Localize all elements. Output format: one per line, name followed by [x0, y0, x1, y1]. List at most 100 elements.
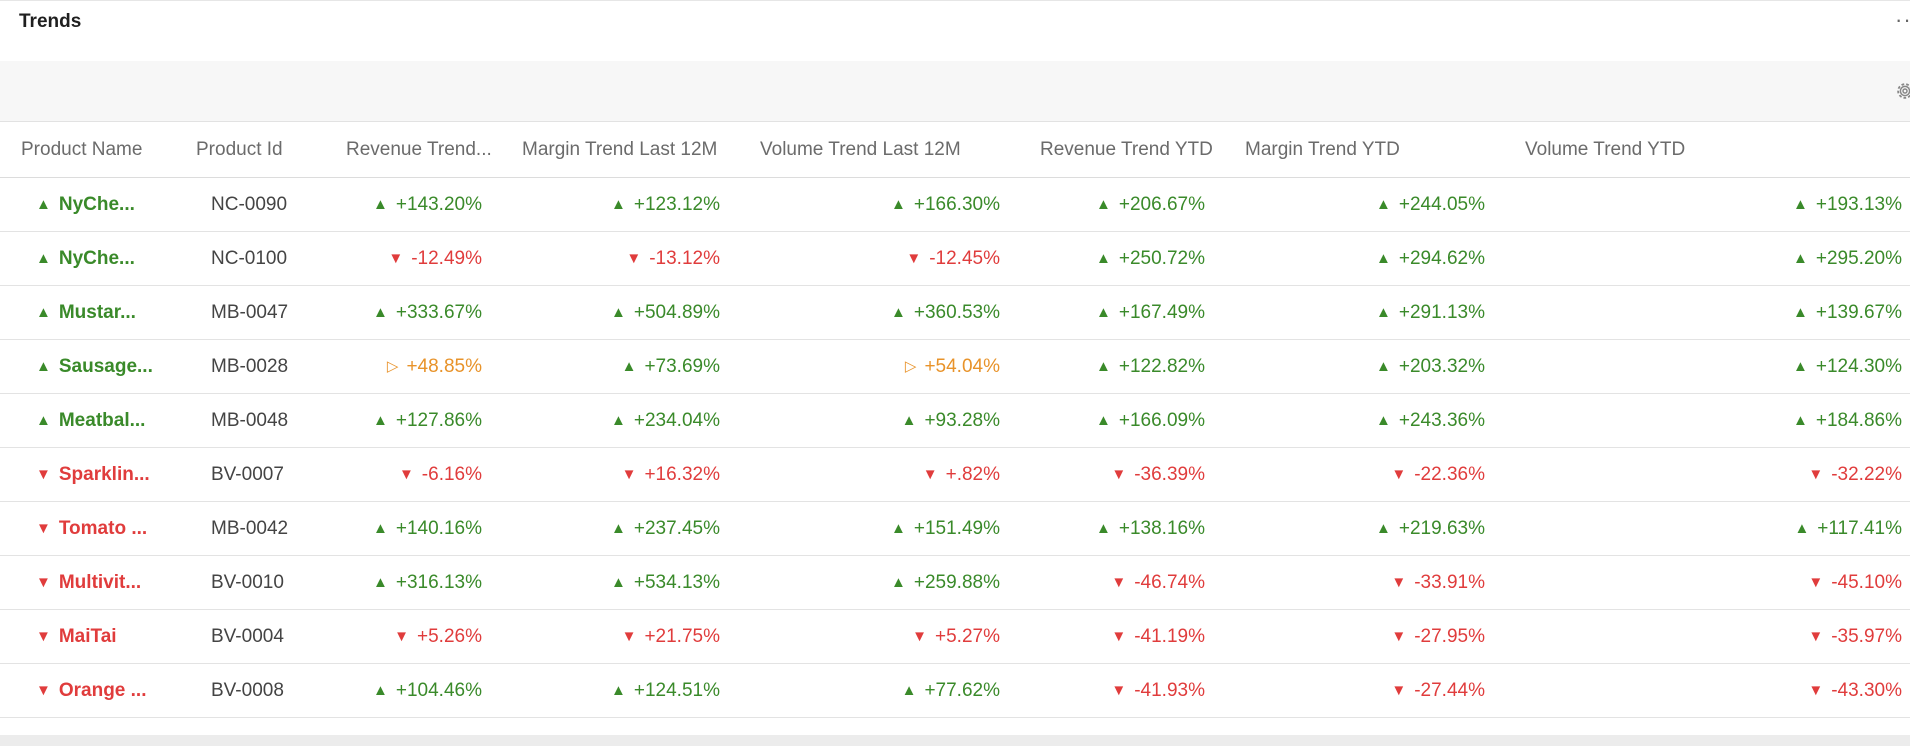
triangle-down-icon: ▼ — [1808, 466, 1824, 483]
trend-value: +73.69% — [644, 356, 720, 377]
triangle-down-icon: ▼ — [36, 520, 51, 537]
horizontal-scrollbar[interactable] — [0, 735, 1910, 746]
triangle-up-icon: ▲ — [891, 520, 906, 537]
product-name-cell[interactable]: ▲ Sausage... — [36, 340, 153, 393]
triangle-up-icon: ▲ — [36, 196, 51, 213]
column-header-volume-trend-12m[interactable]: Volume Trend Last 12M — [760, 139, 961, 160]
trend-value: -45.10% — [1831, 572, 1902, 593]
product-name-cell[interactable]: ▲ NyChe... — [36, 178, 135, 231]
column-header-product-id[interactable]: Product Id — [196, 139, 283, 160]
product-name-cell[interactable]: ▲ NyChe... — [36, 232, 135, 285]
product-name: Orange ... — [58, 680, 147, 701]
trend-value: +151.49% — [913, 518, 1000, 539]
table-row[interactable]: ▼ Orange ... BV-0008 ▲ +104.46% ▲ +124.51% ▲ +77… — [0, 664, 1910, 718]
trend-value: +.82% — [945, 464, 1000, 485]
trend-value-cell: ▲ +127.86% — [312, 394, 482, 447]
trend-value: +5.26% — [417, 626, 482, 647]
table-row[interactable]: ▲ NyChe... NC-0100 ▼ -12.49% ▼ -13.12% ▼ -12.45%… — [0, 232, 1910, 286]
trend-value-cell: ▼ +16.32% — [520, 448, 720, 501]
table-row[interactable]: ▲ Mustar... MB-0047 ▲ +333.67% ▲ +504.89% ▲ +360… — [0, 286, 1910, 340]
trend-value: +504.89% — [633, 302, 720, 323]
product-name-cell[interactable]: ▲ Meatbal... — [36, 394, 145, 447]
triangle-down-icon: ▼ — [1111, 682, 1127, 699]
triangle-up-icon: ▲ — [611, 682, 626, 699]
trend-value: +123.12% — [633, 194, 720, 215]
product-name-cell[interactable]: ▼ Multivit... — [36, 556, 141, 609]
trend-value-cell: ▲ +93.28% — [770, 394, 1000, 447]
trend-value-cell: ▲ +138.16% — [1035, 502, 1205, 555]
table-row[interactable]: ▲ Sausage... MB-0028 ▷ +48.85% ▲ +73.69% ▷ +54.0… — [0, 340, 1910, 394]
table-row[interactable]: ▼ Tomato ... MB-0042 ▲ +140.16% ▲ +237.45% ▲ +15… — [0, 502, 1910, 556]
product-name-cell[interactable]: ▼ Orange ... — [36, 664, 147, 717]
triangle-down-icon: ▼ — [1808, 628, 1824, 645]
trend-value: -46.74% — [1134, 572, 1205, 593]
triangle-up-icon: ▲ — [1376, 358, 1391, 375]
table-row[interactable]: ▼ Multivit... BV-0010 ▲ +316.13% ▲ +534.13% ▲ +2… — [0, 556, 1910, 610]
trend-value: +138.16% — [1118, 518, 1205, 539]
trend-value-cell: ▼ -46.74% — [1035, 556, 1205, 609]
triangle-down-icon: ▼ — [1808, 574, 1824, 591]
table-header: Product Name Product Id Revenue Trend...… — [0, 122, 1910, 178]
triangle-up-icon: ▲ — [1096, 358, 1111, 375]
trend-value-cell: ▼ -27.44% — [1255, 664, 1485, 717]
trend-value-cell: ▲ +259.88% — [770, 556, 1000, 609]
trend-value-cell: ▲ +206.67% — [1035, 178, 1205, 231]
triangle-down-icon: ▼ — [1391, 466, 1407, 483]
trend-value-cell: ▷ +48.85% — [312, 340, 482, 393]
more-options-icon[interactable]: ··· — [1895, 7, 1910, 32]
triangle-up-icon: ▲ — [1376, 520, 1391, 537]
trend-value: +167.49% — [1118, 302, 1205, 323]
column-header-revenue-trend-ytd[interactable]: Revenue Trend YTD — [1040, 139, 1213, 160]
trend-value: +234.04% — [633, 410, 720, 431]
triangle-up-icon: ▲ — [36, 358, 51, 375]
triangle-down-icon: ▼ — [1111, 466, 1127, 483]
triangle-up-icon: ▲ — [611, 520, 626, 537]
trend-value-cell: ▷ +54.04% — [770, 340, 1000, 393]
product-name: MaiTai — [58, 626, 117, 647]
triangle-up-icon: ▲ — [1794, 520, 1810, 537]
triangle-up-icon: ▲ — [36, 304, 51, 321]
triangle-up-icon: ▲ — [621, 358, 637, 375]
table-row[interactable]: ▼ MaiTai BV-0004 ▼ +5.26% ▼ +21.75% ▼ +5.27% ▼ -41… — [0, 610, 1910, 664]
triangle-down-icon: ▼ — [1391, 628, 1407, 645]
trend-value-cell: ▲ +117.41% — [1602, 502, 1902, 555]
trend-value: +124.51% — [633, 680, 720, 701]
trend-value: -27.44% — [1414, 680, 1485, 701]
trend-value-cell: ▼ -35.97% — [1602, 610, 1902, 663]
product-name-cell[interactable]: ▼ Sparklin... — [36, 448, 150, 501]
trend-value: +54.04% — [924, 356, 1000, 377]
triangle-down-icon: ▼ — [36, 574, 51, 591]
triangle-up-icon: ▲ — [373, 574, 388, 591]
triangle-up-icon: ▲ — [373, 520, 388, 537]
product-name-cell[interactable]: ▼ Tomato ... — [36, 502, 147, 555]
table-row[interactable]: ▼ Sparklin... BV-0007 ▼ -6.16% ▼ +16.32% ▼ +.82%… — [0, 448, 1910, 502]
trend-value-cell: ▲ +122.82% — [1035, 340, 1205, 393]
triangle-up-icon: ▲ — [1096, 196, 1111, 213]
trend-value-cell: ▲ +250.72% — [1035, 232, 1205, 285]
column-header-margin-trend-12m[interactable]: Margin Trend Last 12M — [522, 139, 718, 160]
trend-value: -6.16% — [421, 464, 482, 485]
column-header-revenue-trend-12m[interactable]: Revenue Trend... — [346, 139, 492, 160]
triangle-down-icon: ▼ — [394, 628, 410, 645]
product-name-cell[interactable]: ▲ Mustar... — [36, 286, 136, 339]
triangle-down-icon: ▼ — [36, 466, 51, 483]
column-header-product-name[interactable]: Product Name — [21, 139, 143, 160]
column-header-margin-trend-ytd[interactable]: Margin Trend YTD — [1245, 139, 1400, 160]
trend-value: -32.22% — [1831, 464, 1902, 485]
triangle-up-icon: ▲ — [1793, 250, 1808, 267]
trend-value-cell: ▲ +243.36% — [1255, 394, 1485, 447]
product-id-cell: MB-0048 — [211, 410, 289, 431]
trend-value: +104.46% — [395, 680, 482, 701]
triangle-up-icon: ▲ — [36, 412, 51, 429]
trend-value-cell: ▲ +167.49% — [1035, 286, 1205, 339]
gear-icon[interactable] — [1894, 80, 1910, 102]
triangle-down-icon: ▼ — [1111, 574, 1127, 591]
trend-value-cell: ▲ +140.16% — [312, 502, 482, 555]
trend-value: +291.13% — [1398, 302, 1485, 323]
table-row[interactable]: ▲ Meatbal... MB-0048 ▲ +127.86% ▲ +234.04% ▲ +93… — [0, 394, 1910, 448]
table-row[interactable]: ▲ NyChe... NC-0090 ▲ +143.20% ▲ +123.12% ▲ +166.… — [0, 178, 1910, 232]
product-name: Meatbal... — [58, 410, 146, 431]
triangle-right-outline-icon: ▷ — [904, 358, 917, 375]
column-header-volume-trend-ytd[interactable]: Volume Trend YTD — [1525, 139, 1686, 160]
product-name-cell[interactable]: ▼ MaiTai — [36, 610, 117, 663]
